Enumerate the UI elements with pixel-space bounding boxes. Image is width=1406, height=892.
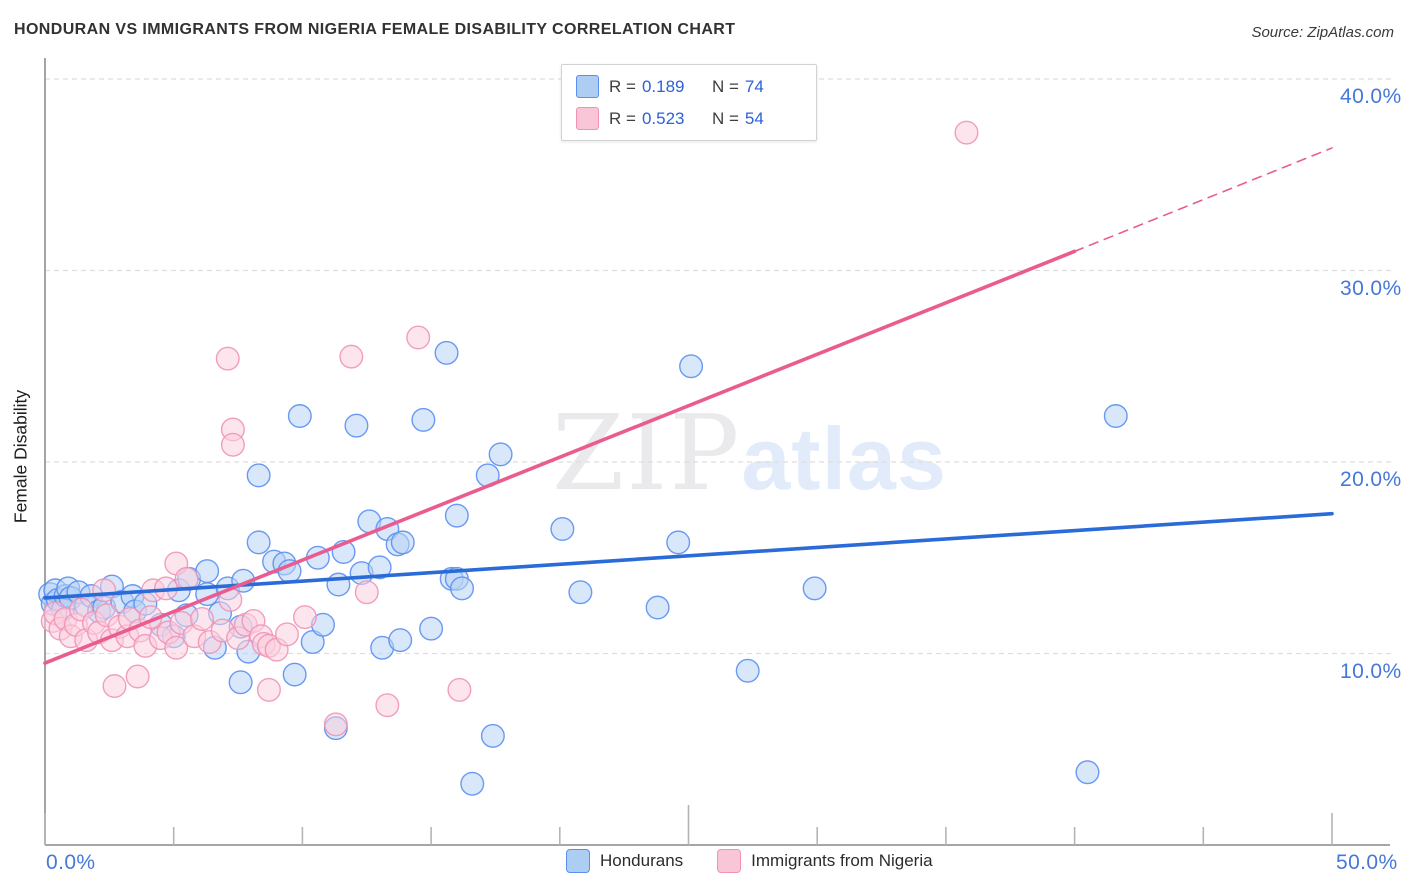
scatter-point-nigeria[interactable] [406,325,431,350]
y-tick-label-20: 20.0% [1340,468,1402,491]
x-tick-label-max: 50.0% [1336,851,1398,874]
scatter-point-nigeria[interactable] [292,605,317,630]
scatter-point-hondurans[interactable] [344,413,369,438]
r-label: R = [609,76,636,96]
scatter-point-hondurans[interactable] [460,771,485,796]
scatter-point-hondurans[interactable] [735,658,760,683]
n-value: 54 [744,108,764,128]
bottom-legend-swatch-hondurans [566,849,590,873]
scatter-point-hondurans[interactable] [246,530,271,555]
bottom-legend-item-nigeria: Immigrants from Nigeria [717,849,933,873]
scatter-point-hondurans[interactable] [282,662,307,687]
scatter-point-nigeria[interactable] [954,120,979,145]
x-tick-label-min: 0.0% [46,851,96,874]
scatter-point-hondurans[interactable] [246,463,271,488]
scatter-point-hondurans[interactable] [390,530,415,555]
source-credit: Source: ZipAtlas.com [1251,24,1394,41]
r-label: R = [609,108,636,128]
correlation-legend: R = 0.189 N = 74 R = 0.523 N = 54 [561,64,817,141]
n-label: N = [711,76,739,96]
scatter-point-hondurans[interactable] [802,576,827,601]
scatter-point-hondurans[interactable] [444,503,469,528]
n-label: N = [711,108,739,128]
scatter-point-hondurans[interactable] [434,340,459,365]
scatter-point-nigeria[interactable] [102,674,127,699]
scatter-point-hondurans[interactable] [287,404,312,429]
legend-row-nigeria: R = 0.523 N = 54 [576,105,804,132]
legend-row-hondurans: R = 0.189 N = 74 [576,73,804,100]
scatter-point-nigeria[interactable] [375,693,400,718]
n-value: 74 [744,76,764,96]
trend-line-0 [43,511,1334,600]
scatter-point-hondurans[interactable] [1103,404,1128,429]
scatter-point-hondurans[interactable] [449,576,474,601]
scatter-point-nigeria[interactable] [256,677,281,702]
r-value: 0.523 [641,108,685,128]
scatter-point-nigeria[interactable] [92,578,117,603]
scatter-point-hondurans[interactable] [645,595,670,620]
scatter-point-nigeria[interactable] [339,344,364,369]
r-value: 0.189 [641,76,685,96]
legend-swatch-hondurans [576,75,599,98]
scatter-point-hondurans[interactable] [419,616,444,641]
y-tick-label-30: 30.0% [1340,276,1402,300]
scatter-point-hondurans[interactable] [367,555,392,580]
chart-title: HONDURAN VS IMMIGRANTS FROM NIGERIA FEMA… [14,21,736,38]
scatter-point-nigeria[interactable] [164,635,189,660]
scatter-point-nigeria[interactable] [323,712,348,737]
y-tick-label-40: 40.0% [1340,85,1402,108]
scatter-point-nigeria[interactable] [215,346,240,371]
bottom-legend-label-hondurans: Hondurans [600,851,684,870]
scatter-point-nigeria[interactable] [125,664,150,689]
scatter-point-hondurans[interactable] [488,442,513,467]
bottom-legend-label-nigeria: Immigrants from Nigeria [751,851,933,870]
scatter-point-nigeria[interactable] [190,607,215,632]
y-tick-label-10: 10.0% [1340,659,1402,683]
scatter-point-hondurans[interactable] [568,580,593,605]
scatter-point-hondurans[interactable] [195,559,220,584]
scatter-point-nigeria[interactable] [220,432,245,457]
scatter-point-hondurans[interactable] [228,670,253,695]
scatter-point-hondurans[interactable] [679,354,704,379]
scatter-point-hondurans[interactable] [1075,760,1100,785]
trend-line-1 [43,249,1077,665]
scatter-point-hondurans[interactable] [550,517,575,542]
trend-line-2 [1073,147,1333,253]
bottom-legend-swatch-nigeria [717,849,742,873]
legend-swatch-nigeria [576,107,599,130]
scatter-point-nigeria[interactable] [447,677,472,702]
scatter-point-nigeria[interactable] [274,622,299,647]
scatter-point-nigeria[interactable] [354,580,379,605]
scatter-point-hondurans[interactable] [411,407,436,432]
scatter-point-hondurans[interactable] [480,723,505,748]
scatter-point-hondurans[interactable] [666,530,691,555]
series-legend: Hondurans Immigrants from Nigeria [566,849,933,873]
scatter-point-hondurans[interactable] [388,628,413,653]
bottom-legend-item-hondurans: Hondurans [566,849,683,873]
